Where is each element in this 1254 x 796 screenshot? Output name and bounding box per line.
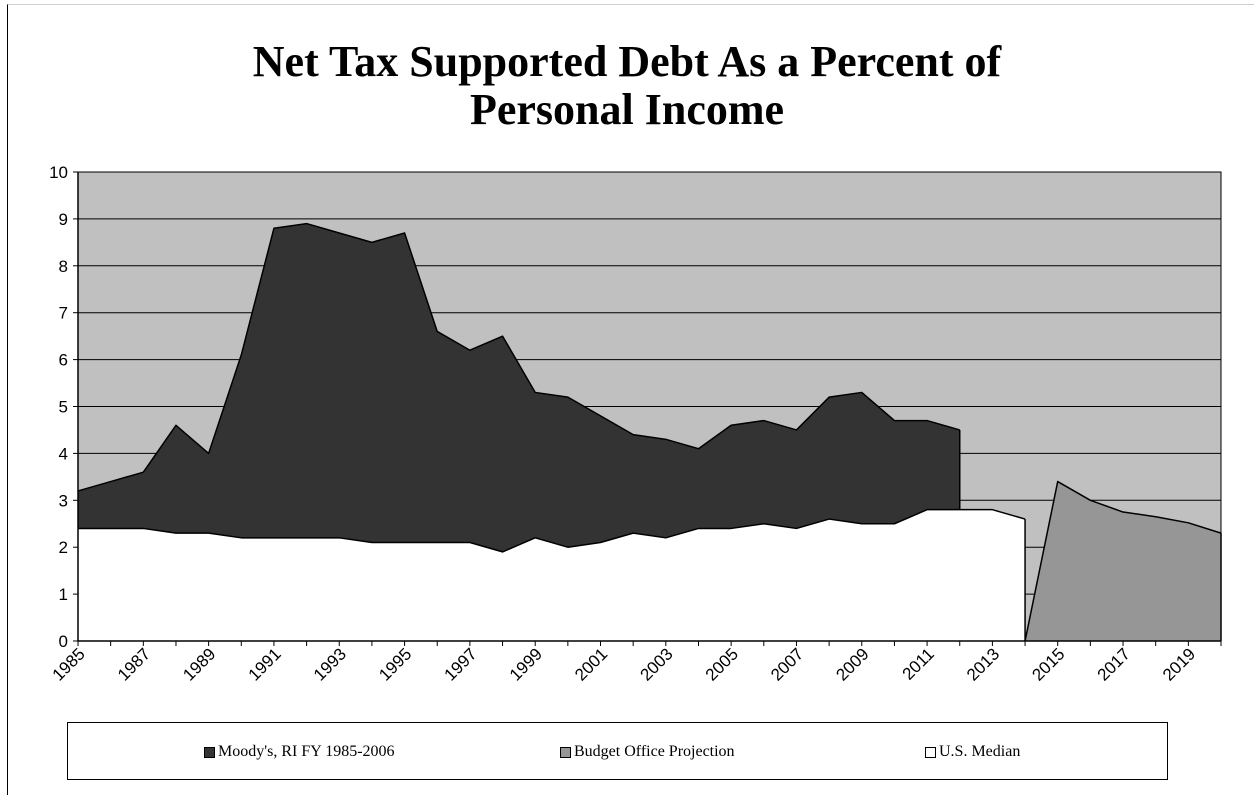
y-tick-label-2: 2 [59,538,68,557]
legend-entry-budget-projection: Budget Office Projection [560,743,735,761]
x-tick-label-2011: 2011 [899,644,938,683]
x-tick-label-1989: 1989 [179,644,219,684]
x-tick-label-1987: 1987 [114,644,154,684]
series-line-moodys [77,222,960,492]
x-tick-label-2015: 2015 [1028,644,1068,684]
y-tick-label-7: 7 [59,304,68,323]
chart-title-line-2: Personal Income [469,85,785,134]
x-tick-label-2003: 2003 [636,644,676,684]
chart-svg: 0 1 2 3 4 5 6 7 8 9 10 1985 1987 1989 1991 1993 1995 1997… [49,163,1222,685]
x-tick-label-1997: 1997 [441,644,481,684]
x-tick-label-1993: 1993 [310,644,350,684]
x-tick-label-2009: 2009 [832,644,872,684]
legend-swatch-moodys [204,746,215,758]
y-tick-label-3: 3 [59,491,68,510]
y-tick-label-1: 1 [59,585,68,604]
legend-swatch-us-median [925,746,936,758]
series-line-us-median [78,508,1026,553]
y-tick-label-6: 6 [59,351,68,370]
x-tick-label-2019: 2019 [1159,644,1199,684]
chart-frame [7,4,1254,795]
x-tick-label-1995: 1995 [375,644,415,684]
x-tick-label-2005: 2005 [702,644,742,684]
x-tick-label-1991: 1991 [245,644,285,684]
legend-label-us-median: U.S. Median [939,743,1021,760]
legend: Moody's, RI FY 1985-2006 Budget Office P… [67,722,1168,780]
x-tick-label-1999: 1999 [506,644,546,684]
x-tick-label-2001: 2001 [571,644,611,684]
x-tick-label-2013: 2013 [963,644,1003,684]
series-layer [77,222,1222,642]
series-line-budget-projection [1024,480,1222,642]
x-tick-label-2017: 2017 [1094,644,1134,684]
legend-entry-us-median: U.S. Median [925,743,1020,761]
y-tick-label-8: 8 [59,257,68,276]
legend-label-budget-projection: Budget Office Projection [574,743,735,760]
x-tick-label-2007: 2007 [767,644,807,684]
chart-title-line-1: Net Tax Supported Debt As a Percent of [252,37,1002,86]
y-tick-label-10: 10 [49,163,68,182]
series-area-budget-projection [1025,481,1221,641]
y-tick-label-9: 9 [59,210,68,229]
y-tick-label-0: 0 [59,632,68,651]
y-tick-label-4: 4 [59,444,68,463]
y-tick-label-5: 5 [59,398,68,417]
legend-label-moodys: Moody's, RI FY 1985-2006 [218,743,395,760]
series-area-us-median [78,509,1026,641]
legend-swatch-budget-projection [560,746,571,758]
x-tick-label-1985: 1985 [49,644,89,684]
chart-title: Net Tax Supported Debt As a Percent of P… [0,38,1254,134]
legend-entry-moodys: Moody's, RI FY 1985-2006 [204,743,395,761]
